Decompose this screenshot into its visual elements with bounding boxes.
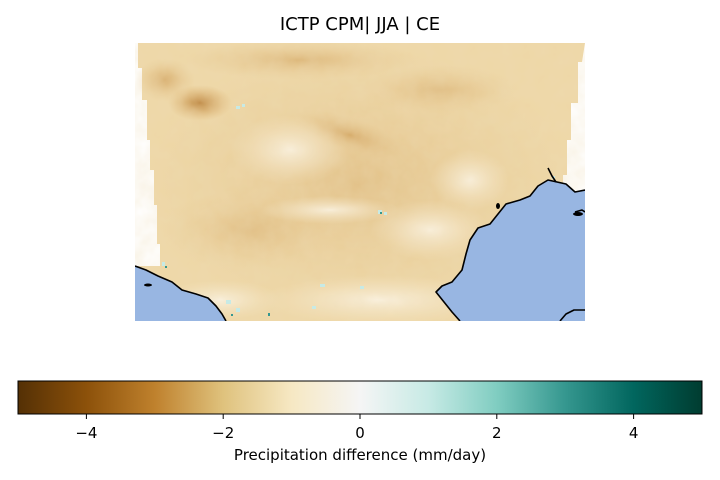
coastlines	[135, 167, 585, 321]
islands	[144, 203, 583, 287]
colorbar-tick-label: −4	[75, 424, 97, 442]
map-title: ICTP CPM| JJA | CE	[279, 14, 441, 35]
colorbar-tick-label: −2	[212, 424, 234, 442]
colorbar: −4 −2 0 2 4	[17, 380, 703, 442]
colorbar-tick-label: 0	[355, 424, 365, 442]
colorbar-ticks: −4 −2 0 2 4	[75, 414, 638, 442]
colorbar-gradient	[17, 380, 703, 415]
sea-southwest	[135, 266, 226, 321]
colorbar-tick-label: 2	[492, 424, 502, 442]
colorbar-label: Precipitation difference (mm/day)	[233, 446, 487, 464]
precipitation-map	[135, 43, 585, 321]
precipitation-field	[135, 43, 585, 321]
sea-east	[436, 180, 585, 321]
colorbar-tick-label: 4	[629, 424, 639, 442]
